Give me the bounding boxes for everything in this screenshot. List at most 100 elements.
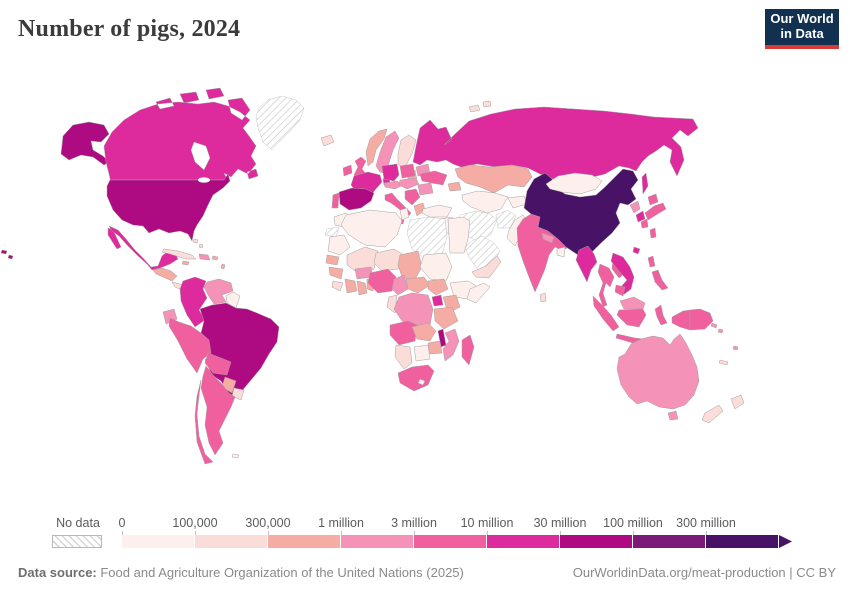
country-brazil[interactable] [199, 302, 280, 401]
country-central-asia[interactable] [461, 190, 509, 214]
country-afghanistan[interactable] [495, 209, 517, 229]
country-fiji-vanuatu[interactable] [732, 345, 739, 351]
country-cameroon[interactable] [391, 274, 409, 296]
country-cuba[interactable] [161, 248, 197, 260]
country-solomon-islands[interactable] [710, 322, 724, 334]
country-mozambique[interactable] [442, 328, 460, 362]
country-sakhalin[interactable] [641, 172, 649, 195]
country-jamaica[interactable] [181, 260, 190, 266]
country-switzerland-austria[interactable] [383, 180, 404, 190]
country-botswana[interactable] [413, 344, 431, 362]
country-lesotho[interactable] [417, 378, 426, 386]
country-north-korea[interactable] [629, 200, 641, 214]
country-new-caledonia[interactable] [718, 359, 729, 366]
country-hawaii[interactable] [0, 249, 14, 260]
country-ghana[interactable] [356, 280, 368, 296]
country-puerto-rico[interactable] [211, 255, 219, 261]
country-new-zealand-south[interactable] [701, 404, 724, 424]
country-angola[interactable] [389, 320, 418, 346]
country-central-america[interactable] [152, 267, 178, 282]
country-hainan[interactable] [632, 246, 641, 255]
country-spain[interactable] [338, 187, 375, 211]
country-zambia[interactable] [411, 322, 437, 342]
country-guinea[interactable] [328, 266, 344, 280]
country-germany[interactable] [381, 163, 400, 182]
country-tasmania[interactable] [667, 410, 679, 421]
country-mongolia[interactable] [545, 172, 603, 195]
country-mali[interactable] [346, 246, 379, 274]
country-sudan[interactable] [419, 252, 453, 282]
country-lesser-antilles[interactable] [220, 263, 226, 270]
country-ivory-coast[interactable] [344, 278, 358, 294]
country-nigeria[interactable] [367, 268, 397, 294]
country-turkey[interactable] [421, 204, 453, 218]
legend-segment[interactable] [633, 535, 706, 548]
country-chile[interactable] [194, 379, 214, 465]
country-philippines[interactable] [647, 255, 669, 291]
country-canada[interactable] [103, 87, 259, 181]
country-mauritania[interactable] [327, 234, 351, 256]
country-cambodia[interactable] [614, 284, 626, 297]
country-argentina[interactable] [200, 365, 236, 456]
country-south-korea[interactable] [635, 210, 646, 223]
country-japan[interactable] [640, 193, 667, 229]
country-romania[interactable] [417, 182, 434, 196]
country-falklands[interactable] [231, 453, 240, 459]
legend-segment[interactable] [414, 535, 487, 548]
country-caucasus[interactable] [447, 181, 462, 192]
country-iceland[interactable] [320, 134, 335, 147]
country-yemen-oman[interactable] [471, 255, 502, 279]
legend-no-data-swatch[interactable] [52, 535, 102, 548]
country-papua-new-guinea[interactable] [689, 308, 714, 331]
legend-segment[interactable] [195, 535, 268, 548]
country-venezuela[interactable] [203, 278, 234, 305]
country-svalbard[interactable] [468, 100, 492, 113]
country-hispaniola[interactable] [198, 253, 211, 261]
legend-segment[interactable] [706, 535, 779, 548]
legend-segment[interactable] [122, 535, 195, 548]
country-thailand[interactable] [597, 263, 615, 308]
country-south-sudan[interactable] [427, 278, 449, 296]
country-algeria[interactable] [340, 209, 403, 248]
country-kazakhstan[interactable] [454, 164, 533, 194]
country-poland[interactable] [399, 163, 416, 179]
country-colombia[interactable] [179, 276, 208, 328]
country-new-zealand-north[interactable] [730, 394, 745, 410]
country-taiwan[interactable] [649, 227, 657, 239]
country-alaska[interactable] [60, 121, 110, 166]
country-bolivia[interactable] [204, 352, 232, 376]
country-czech-hungary[interactable] [398, 177, 420, 190]
country-somalia[interactable] [466, 282, 491, 304]
country-portugal[interactable] [331, 192, 340, 209]
country-namibia[interactable] [394, 344, 413, 370]
country-united-states[interactable] [106, 173, 231, 242]
owid-logo[interactable]: Our World in Data [765, 9, 839, 49]
country-zimbabwe[interactable] [427, 340, 443, 355]
country-senegal[interactable] [325, 254, 340, 266]
owid-link[interactable]: OurWorldinData.org/meat-production | CC … [572, 565, 836, 580]
country-sierra-leone-liberia[interactable] [331, 280, 344, 292]
legend-segment[interactable] [268, 535, 341, 548]
country-ireland[interactable] [342, 164, 353, 177]
country-myanmar[interactable] [575, 245, 598, 283]
country-tanzania[interactable] [433, 306, 459, 330]
country-uganda[interactable] [431, 294, 444, 307]
country-tunisia[interactable] [399, 207, 410, 221]
country-norway[interactable] [365, 128, 388, 167]
country-central-african-republic[interactable] [405, 276, 431, 294]
legend-segment[interactable] [341, 535, 414, 548]
country-nepal[interactable] [541, 232, 555, 244]
country-south-africa[interactable] [397, 364, 435, 392]
country-finland[interactable] [397, 134, 417, 170]
country-egypt[interactable] [447, 216, 471, 254]
country-malaysia-borneo[interactable] [619, 296, 646, 310]
country-greenland[interactable] [255, 95, 305, 151]
country-bangladesh[interactable] [556, 246, 566, 258]
country-ukraine[interactable] [419, 170, 448, 186]
country-sri-lanka[interactable] [539, 292, 547, 303]
legend-segment[interactable] [560, 535, 633, 548]
legend-segment[interactable] [487, 535, 560, 548]
country-russia[interactable] [412, 106, 699, 180]
country-bahamas[interactable] [192, 238, 204, 249]
country-western-sahara[interactable] [324, 226, 340, 238]
